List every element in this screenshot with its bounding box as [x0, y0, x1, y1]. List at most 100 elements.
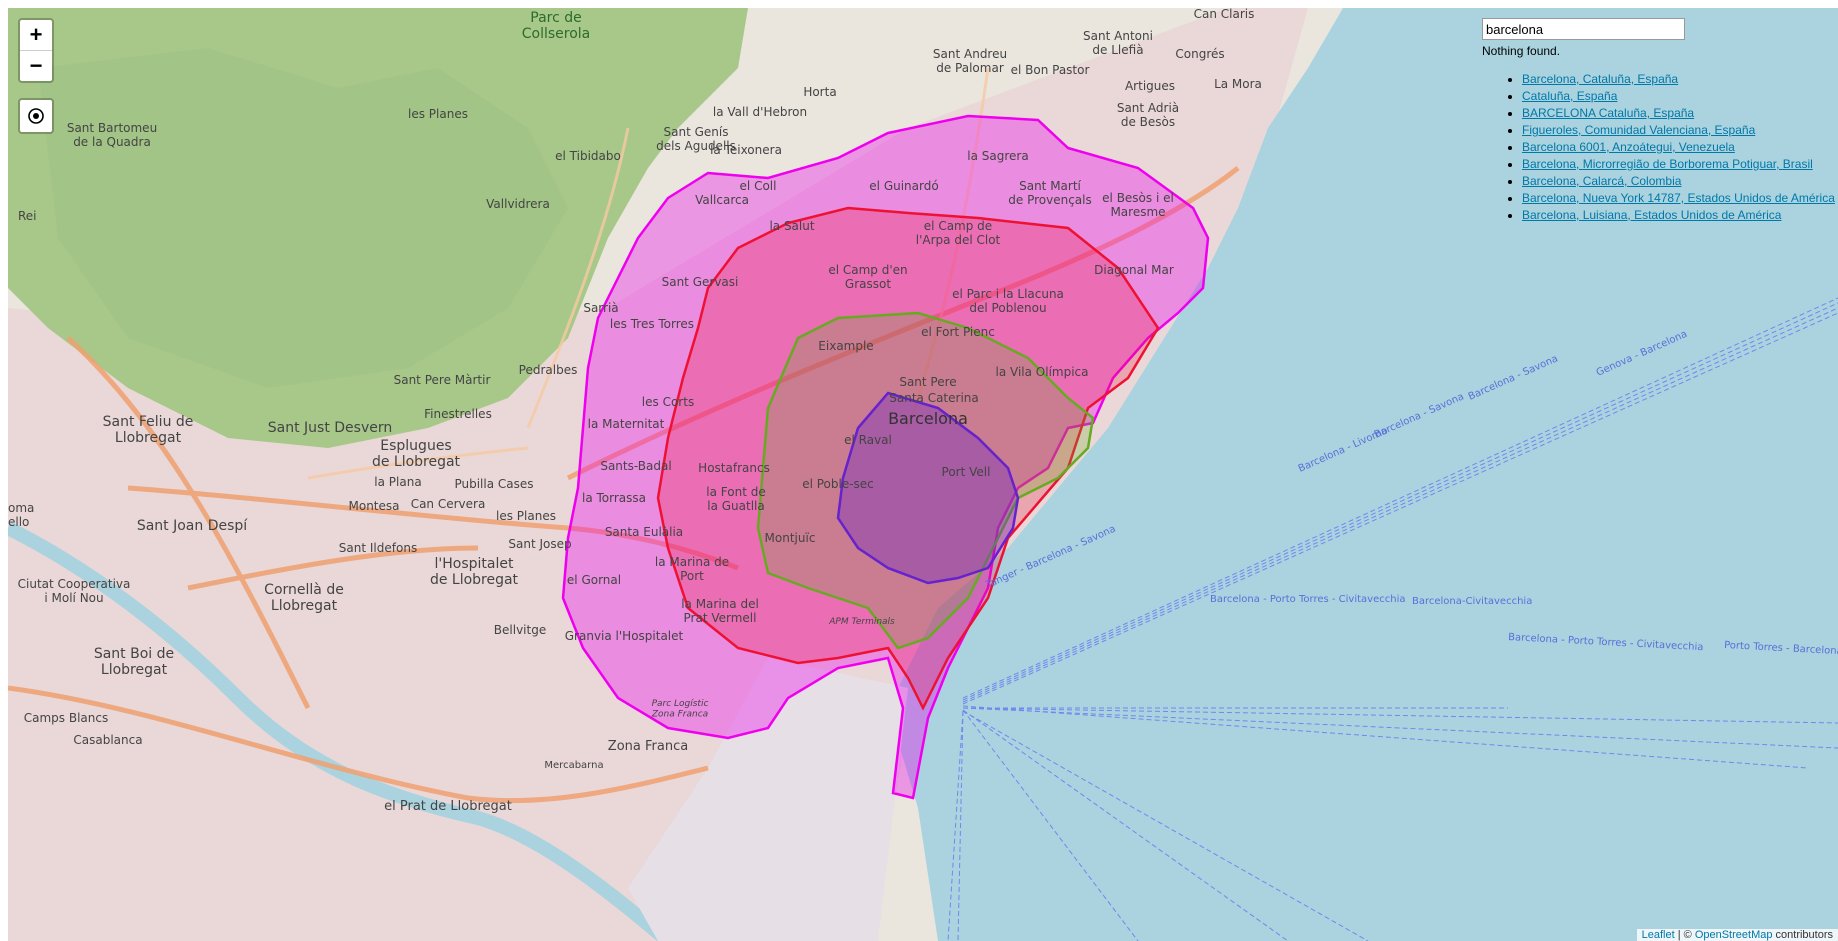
search-status: Nothing found.	[1482, 44, 1561, 58]
search-input[interactable]	[1482, 18, 1685, 40]
label-bon-pastor: el Bon Pastor	[1011, 63, 1090, 77]
result-link[interactable]: Cataluña, España	[1522, 89, 1618, 103]
boundary-green	[756, 311, 1095, 650]
label-horta: Horta	[803, 85, 836, 99]
label-congres: Congrés	[1175, 47, 1224, 61]
label-hospitalet: l'Hospitalet de Llobregat	[430, 556, 519, 588]
label-mercabarna: Mercabarna	[544, 760, 603, 771]
result-link[interactable]: Barcelona, Nueva York 14787, Estados Uni…	[1522, 191, 1835, 205]
label-santa-eulalia: Santa Eulàlia	[605, 525, 683, 539]
map-tiles: Parc de Collserola Can Claris Sant Andreu…	[8, 8, 1838, 941]
label-sant-joan-despi: Sant Joan Despí	[137, 518, 248, 534]
label-sant-gervasi: Sant Gervasi	[662, 275, 739, 289]
attribution-separator: | ©	[1674, 929, 1695, 941]
label-montesa: Montesa	[349, 499, 400, 513]
label-camps-blancs: Camps Blancs	[24, 711, 108, 725]
label-pubilla-cases: Pubilla Cases	[454, 477, 533, 491]
list-item: BARCELONA Cataluña, España	[1522, 106, 1838, 120]
label-fort-pienc: el Fort Pienc	[921, 325, 995, 339]
label-sarria: Sarrià	[583, 301, 618, 315]
search-panel: Nothing found. Barcelona, Cataluña, Espa…	[1482, 18, 1838, 225]
label-cornella: Cornellà de Llobregat	[264, 582, 344, 614]
label-can-claris: Can Claris	[1194, 8, 1255, 21]
label-can-cervera: Can Cervera	[411, 497, 486, 511]
label-eixample: Eixample	[818, 339, 873, 353]
label-teixonera: la Teixonera	[710, 143, 782, 157]
label-font-guatlla: la Font de la Guatlla	[706, 485, 765, 513]
label-diagonal-mar: Diagonal Mar	[1094, 263, 1174, 277]
label-vila-olimpica: la Vila Olímpica	[996, 365, 1089, 379]
result-link[interactable]: Barcelona, Cataluña, España	[1522, 72, 1679, 86]
locate-button[interactable]	[18, 98, 54, 134]
label-sants-badal: Sants-Badal	[600, 459, 671, 473]
label-la-salut: la Salut	[769, 219, 814, 233]
osm-link[interactable]: OpenStreetMap	[1694, 929, 1773, 941]
label-tres-torres: les Tres Torres	[610, 317, 694, 331]
result-link[interactable]: Barcelona, Calarcá, Colombia	[1522, 174, 1682, 188]
label-besos-maresme: el Besòs i el Maresme	[1102, 191, 1174, 219]
boundary-purple	[836, 391, 1020, 585]
label-poble-sec: el Poble-sec	[802, 477, 874, 491]
label-marina-port: la Marina de Port	[655, 555, 729, 583]
list-item: Barcelona, Microrregião de Borborema Pot…	[1522, 157, 1838, 171]
search-results: Barcelona, Cataluña, España Cataluña, Es…	[1482, 72, 1838, 222]
label-apm: APM Terminals	[828, 617, 895, 627]
attribution-contributors: contributors	[1772, 929, 1833, 941]
label-sant-feliu: Sant Feliu de Llobregat	[103, 414, 194, 446]
label-tibidabo: el Tibidabo	[555, 149, 621, 163]
label-sant-genis: Sant Genís dels Agudells	[656, 125, 736, 153]
result-link[interactable]: Barcelona, Microrregião de Borborema Pot…	[1522, 157, 1813, 171]
label-sant-ildefons: Sant Ildefons	[339, 541, 417, 555]
list-item: Barcelona, Calarcá, Colombia	[1522, 174, 1838, 188]
list-item: Cataluña, España	[1522, 89, 1838, 103]
label-rei: Rei	[18, 209, 37, 223]
boundary-magenta	[561, 114, 1210, 800]
result-link[interactable]: Figueroles, Comunidad Valenciana, España	[1522, 123, 1756, 137]
label-pedralbes: Pedralbes	[519, 363, 578, 377]
map-attribution: Leaflet | © OpenStreetMap contributors	[1636, 929, 1838, 941]
label-parc-llacuna: el Parc i la Llacuna del Poblenou	[952, 287, 1064, 315]
label-vall-hebron: la Vall d'Hebron	[713, 105, 807, 119]
label-casablanca: Casablanca	[73, 733, 142, 747]
list-item: Barcelona, Nueva York 14787, Estados Uni…	[1522, 191, 1838, 205]
label-ferry-porto-torres: Barcelona - Porto Torres - Civitavecchia	[1210, 594, 1405, 605]
label-les-corts: les Corts	[642, 395, 694, 409]
label-sant-marti: Sant Martí de Provençals	[1008, 179, 1091, 207]
label-hostafrancs: Hostafrancs	[698, 461, 770, 475]
label-port-vell: Port Vell	[942, 465, 991, 479]
label-sant-antoni-llefia: Sant Antoni de Llefià	[1083, 29, 1153, 57]
label-bellvitge: Bellvitge	[494, 623, 546, 637]
label-el-raval: el Raval	[844, 433, 892, 447]
label-camp-grassot: el Camp d'en Grassot	[828, 263, 907, 291]
locate-icon	[28, 108, 44, 124]
list-item: Barcelona, Luisiana, Estados Unidos de A…	[1522, 208, 1838, 222]
result-link[interactable]: Barcelona, Luisiana, Estados Unidos de A…	[1522, 208, 1782, 222]
label-la-maternitat: la Maternitat	[588, 417, 665, 431]
leaflet-link[interactable]: Leaflet	[1641, 929, 1675, 941]
list-item: Figueroles, Comunidad Valenciana, España	[1522, 123, 1838, 137]
label-sant-bartomeu: Sant Bartomeu de la Quadra	[67, 121, 157, 149]
label-granvia: Granvia l'Hospitalet	[565, 629, 684, 643]
result-link[interactable]: Barcelona 6001, Anzoátegui, Venezuela	[1522, 140, 1735, 154]
result-link[interactable]: BARCELONA Cataluña, España	[1522, 106, 1695, 120]
label-esplugues: Esplugues de Llobregat	[372, 438, 461, 470]
label-montjuic: Montjuïc	[765, 531, 816, 545]
label-el-coll: el Coll	[740, 179, 777, 193]
label-ferry-civitavecchia: Barcelona-Civitavecchia	[1412, 596, 1532, 607]
label-barcelona: Barcelona	[888, 409, 968, 428]
label-les-planes-2: les Planes	[496, 509, 556, 523]
label-sant-josep: Sant Josep	[508, 537, 571, 551]
label-ciutat-coop: Ciutat Cooperativa i Molí Nou	[18, 577, 131, 605]
label-finestrelles: Finestrelles	[424, 407, 492, 421]
zoom-in-button[interactable]: +	[20, 20, 52, 51]
label-la-plana: la Plana	[374, 475, 421, 489]
label-les-planes: les Planes	[408, 107, 468, 121]
label-camp-arpa: el Camp de l'Arpa del Clot	[916, 219, 1001, 247]
label-parc-logistic: Parc Logístic Zona Franca	[651, 699, 709, 719]
label-la-sagrera: la Sagrera	[967, 149, 1028, 163]
label-sant-pere-martir: Sant Pere Màrtir	[394, 373, 491, 387]
label-santa-caterina: Santa Caterina	[889, 391, 979, 405]
label-vallvidrera: Vallvidrera	[486, 197, 550, 211]
zoom-out-button[interactable]: −	[29, 53, 43, 78]
map[interactable]: Parc de Collserola Can Claris Sant Andreu…	[8, 8, 1838, 941]
